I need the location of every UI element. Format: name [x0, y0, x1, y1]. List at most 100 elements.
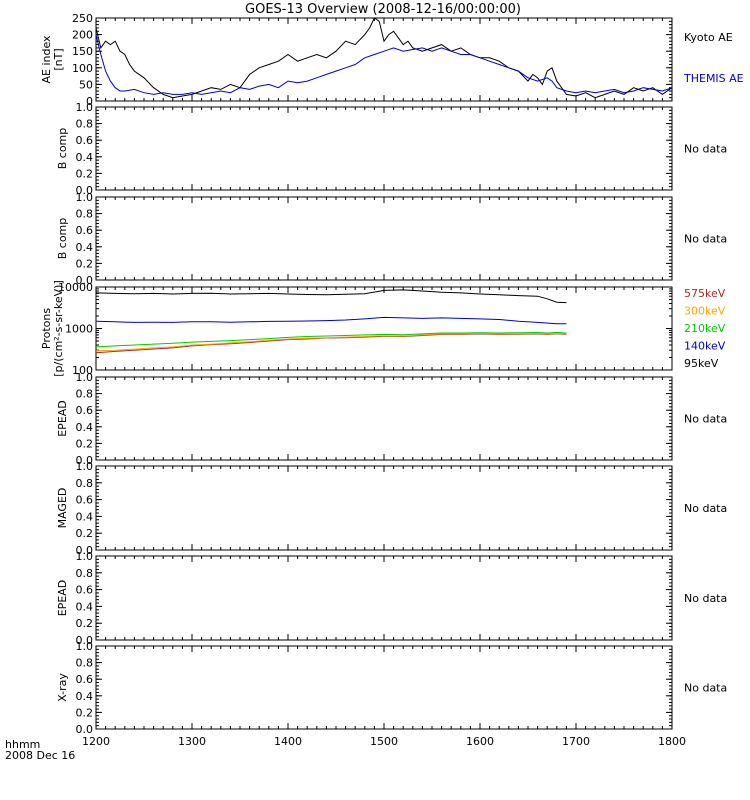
- y-tick-label: 0.6: [76, 584, 94, 597]
- panel-protons: 100 1000 10000 Protons [p/(cm²-s-sr-keV)] 575…: [40, 280, 726, 377]
- panel-ae: 0 50 100 150 200 250 AE index [nT] Kyoto AE THEMI…: [40, 12, 744, 108]
- legend-95kev: 95keV: [684, 357, 719, 370]
- y-axis-label: EPEAD: [56, 580, 69, 617]
- legend-210kev: 210keV: [684, 322, 726, 335]
- legend-300kev: 300keV: [684, 305, 726, 318]
- x-tick-label: 1700: [562, 735, 590, 748]
- x-tick-label: 1200: [82, 735, 110, 748]
- x-tick-label: 1800: [658, 735, 686, 748]
- panel-frame: [95, 555, 673, 641]
- y-axis-label: B comp: [56, 218, 69, 260]
- y-tick-label: 0.0: [76, 634, 94, 647]
- y-tick-label: 1.0: [76, 640, 94, 653]
- no-data-label: No data: [684, 502, 727, 515]
- y-tick-label: 0.4: [76, 690, 94, 703]
- chart-title: GOES-13 Overview (2008-12-16/00:00:00): [245, 2, 521, 17]
- panel-bcomp2: 0.0 0.2 0.4 0.6 0.8 1.0 B comp No data: [56, 191, 727, 287]
- y-tick-label: 0.8: [76, 567, 94, 580]
- y-tick-label: 0.6: [76, 673, 94, 686]
- y-tick-label: 100: [72, 364, 93, 377]
- legend-themis-ae: THEMIS AE: [683, 72, 744, 85]
- series-line-140kev: [95, 316, 567, 325]
- y-tick-label: 0.8: [76, 208, 94, 221]
- y-axis-label: X-ray: [56, 673, 69, 702]
- y-tick-label: 0.4: [76, 421, 94, 434]
- series-line-210kev: [95, 331, 567, 348]
- y-tick-label: 0.0: [76, 723, 94, 736]
- series-line-themis-ae: [95, 34, 673, 95]
- y-tick-label: 200: [72, 29, 93, 42]
- no-data-label: No data: [684, 143, 727, 156]
- y-tick-label: 150: [72, 45, 93, 58]
- series-line-300kev: [95, 332, 567, 352]
- panel-frame: [95, 376, 673, 461]
- y-tick-label: 0.6: [76, 224, 94, 237]
- panels: 0 50 100 150 200 250 AE index [nT] Kyoto AE THEMI…: [40, 12, 744, 748]
- y-tick-label: 10000: [58, 281, 93, 294]
- y-tick-label: 0.4: [76, 510, 94, 523]
- x-tick-label: 1500: [370, 735, 398, 748]
- y-tick-label: 0.4: [76, 151, 94, 164]
- panel-bcomp1: 0.0 0.2 0.4 0.6 0.8 1.0 B comp No data: [56, 101, 727, 197]
- panel-xray: 0.0 0.2 0.4 0.6 0.8 1.0 X-ray No data: [56, 640, 727, 736]
- no-data-label: No data: [684, 592, 727, 605]
- y-tick-label: 0.2: [76, 257, 94, 270]
- y-tick-label: 0.8: [76, 477, 94, 490]
- x-tick-label: 1600: [466, 735, 494, 748]
- y-axis-label: B comp: [56, 128, 69, 170]
- y-tick-label: 0.8: [76, 118, 94, 131]
- panel-frame: [95, 465, 673, 551]
- no-data-label: No data: [684, 682, 727, 695]
- series-line-95kev: [95, 289, 567, 304]
- y-tick-label: 50: [79, 78, 93, 91]
- y-tick-label: 250: [72, 12, 93, 25]
- y-tick-label: 0.6: [76, 134, 94, 147]
- legend-575kev: 575keV: [684, 287, 726, 300]
- y-axis-label: AE index: [40, 35, 53, 84]
- panel-frame: [95, 17, 673, 102]
- y-axis-label: EPEAD: [56, 400, 69, 437]
- series-line-kyoto-ae: [95, 17, 673, 99]
- no-data-label: No data: [684, 413, 727, 426]
- no-data-label: No data: [684, 233, 727, 246]
- y-tick-label: 1.0: [76, 101, 94, 114]
- y-tick-label: 0.8: [76, 388, 94, 401]
- y-tick-label: 0.2: [76, 167, 94, 180]
- panel-maged: 0.0 0.2 0.4 0.6 0.8 1.0 MAGED No data: [56, 460, 727, 557]
- y-tick-label: 0.2: [76, 527, 94, 540]
- y-tick-label: 0: [86, 95, 93, 108]
- y-tick-label: 0.0: [76, 274, 94, 287]
- panel-frame: [95, 196, 673, 281]
- panel-frame: [95, 645, 673, 730]
- y-axis-label: [nT]: [52, 48, 65, 70]
- x-tick-label: 1300: [178, 735, 206, 748]
- legend-140kev: 140keV: [684, 340, 726, 353]
- y-tick-label: 1.0: [76, 191, 94, 204]
- y-tick-label: 0.2: [76, 617, 94, 630]
- y-tick-label: 0.2: [76, 437, 94, 450]
- x-tick-label: 1400: [274, 735, 302, 748]
- y-tick-label: 0.0: [76, 184, 94, 197]
- y-tick-label: 0.4: [76, 600, 94, 613]
- y-axis-label: Protons: [40, 308, 53, 349]
- y-tick-label: 1000: [65, 323, 93, 336]
- footer-hhmm: hhmm: [5, 738, 40, 751]
- y-tick-label: 0.0: [76, 454, 94, 467]
- footer-date: 2008 Dec 16: [5, 749, 75, 762]
- y-tick-label: 1.0: [76, 550, 94, 563]
- panel-frame: [95, 106, 673, 191]
- y-tick-label: 0.0: [76, 544, 94, 557]
- y-tick-label: 1.0: [76, 371, 94, 384]
- y-tick-label: 0.4: [76, 241, 94, 254]
- y-tick-label: 100: [72, 62, 93, 75]
- y-tick-label: 0.6: [76, 494, 94, 507]
- y-tick-label: 0.2: [76, 706, 94, 719]
- y-axis-label: MAGED: [56, 488, 69, 529]
- y-axis-label: [p/(cm²-s-sr-keV)]: [52, 280, 65, 377]
- panel-frame: [95, 286, 673, 371]
- legend-kyoto-ae: Kyoto AE: [684, 31, 733, 44]
- panel-epead1: 0.0 0.2 0.4 0.6 0.8 1.0 EPEAD No data: [56, 371, 727, 467]
- y-tick-label: 1.0: [76, 460, 94, 473]
- panel-epead2: 0.0 0.2 0.4 0.6 0.8 1.0 EPEAD No data: [56, 550, 727, 647]
